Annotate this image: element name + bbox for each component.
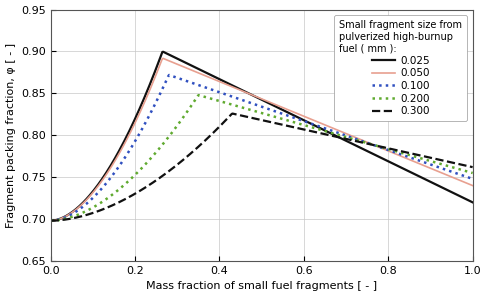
0.300 bbox=[277, 122, 283, 126]
0.025 bbox=[48, 219, 54, 222]
0.025 bbox=[460, 196, 466, 200]
0.200 bbox=[394, 150, 400, 154]
0.025 bbox=[249, 93, 255, 97]
0.300 bbox=[252, 117, 258, 120]
0.200 bbox=[469, 171, 475, 175]
0.200 bbox=[300, 123, 306, 127]
0.025 bbox=[252, 94, 258, 98]
0.300 bbox=[394, 148, 400, 152]
Line: 0.100: 0.100 bbox=[51, 75, 472, 221]
0.200 bbox=[277, 116, 283, 120]
0.300 bbox=[469, 165, 475, 169]
Line: 0.300: 0.300 bbox=[51, 113, 472, 221]
0.100 bbox=[252, 102, 258, 106]
Line: 0.025: 0.025 bbox=[51, 52, 472, 221]
0.050 bbox=[48, 219, 54, 222]
0.050 bbox=[252, 94, 258, 98]
0.025 bbox=[394, 164, 400, 168]
0.100 bbox=[300, 119, 306, 122]
0.050 bbox=[249, 93, 255, 97]
X-axis label: Mass fraction of small fuel fragments [ - ]: Mass fraction of small fuel fragments [ … bbox=[146, 282, 377, 291]
0.100 bbox=[469, 177, 475, 181]
0.300 bbox=[229, 112, 235, 115]
0.100 bbox=[166, 73, 172, 77]
0.025 bbox=[277, 107, 283, 110]
Y-axis label: Fragment packing fraction, φ [ - ]: Fragment packing fraction, φ [ - ] bbox=[5, 43, 16, 228]
0.050 bbox=[469, 184, 475, 187]
0.100 bbox=[460, 174, 466, 178]
0.300 bbox=[300, 127, 306, 131]
0.200 bbox=[249, 108, 255, 112]
0.300 bbox=[460, 163, 466, 167]
0.200 bbox=[196, 93, 202, 97]
0.025 bbox=[160, 50, 166, 53]
0.100 bbox=[48, 219, 54, 222]
0.050 bbox=[300, 114, 306, 118]
0.025 bbox=[469, 200, 475, 204]
0.200 bbox=[252, 109, 258, 113]
0.050 bbox=[460, 180, 466, 184]
0.025 bbox=[300, 118, 306, 121]
0.300 bbox=[48, 219, 54, 222]
Legend: 0.025, 0.050, 0.100, 0.200, 0.300: 0.025, 0.050, 0.100, 0.200, 0.300 bbox=[334, 15, 468, 121]
0.050 bbox=[277, 105, 283, 108]
0.050 bbox=[394, 153, 400, 157]
Line: 0.050: 0.050 bbox=[51, 59, 472, 221]
0.200 bbox=[48, 219, 54, 222]
0.100 bbox=[249, 102, 255, 105]
0.100 bbox=[277, 111, 283, 115]
0.100 bbox=[394, 151, 400, 155]
0.050 bbox=[160, 57, 166, 60]
0.200 bbox=[460, 169, 466, 172]
0.300 bbox=[249, 116, 255, 120]
Line: 0.200: 0.200 bbox=[51, 95, 472, 221]
